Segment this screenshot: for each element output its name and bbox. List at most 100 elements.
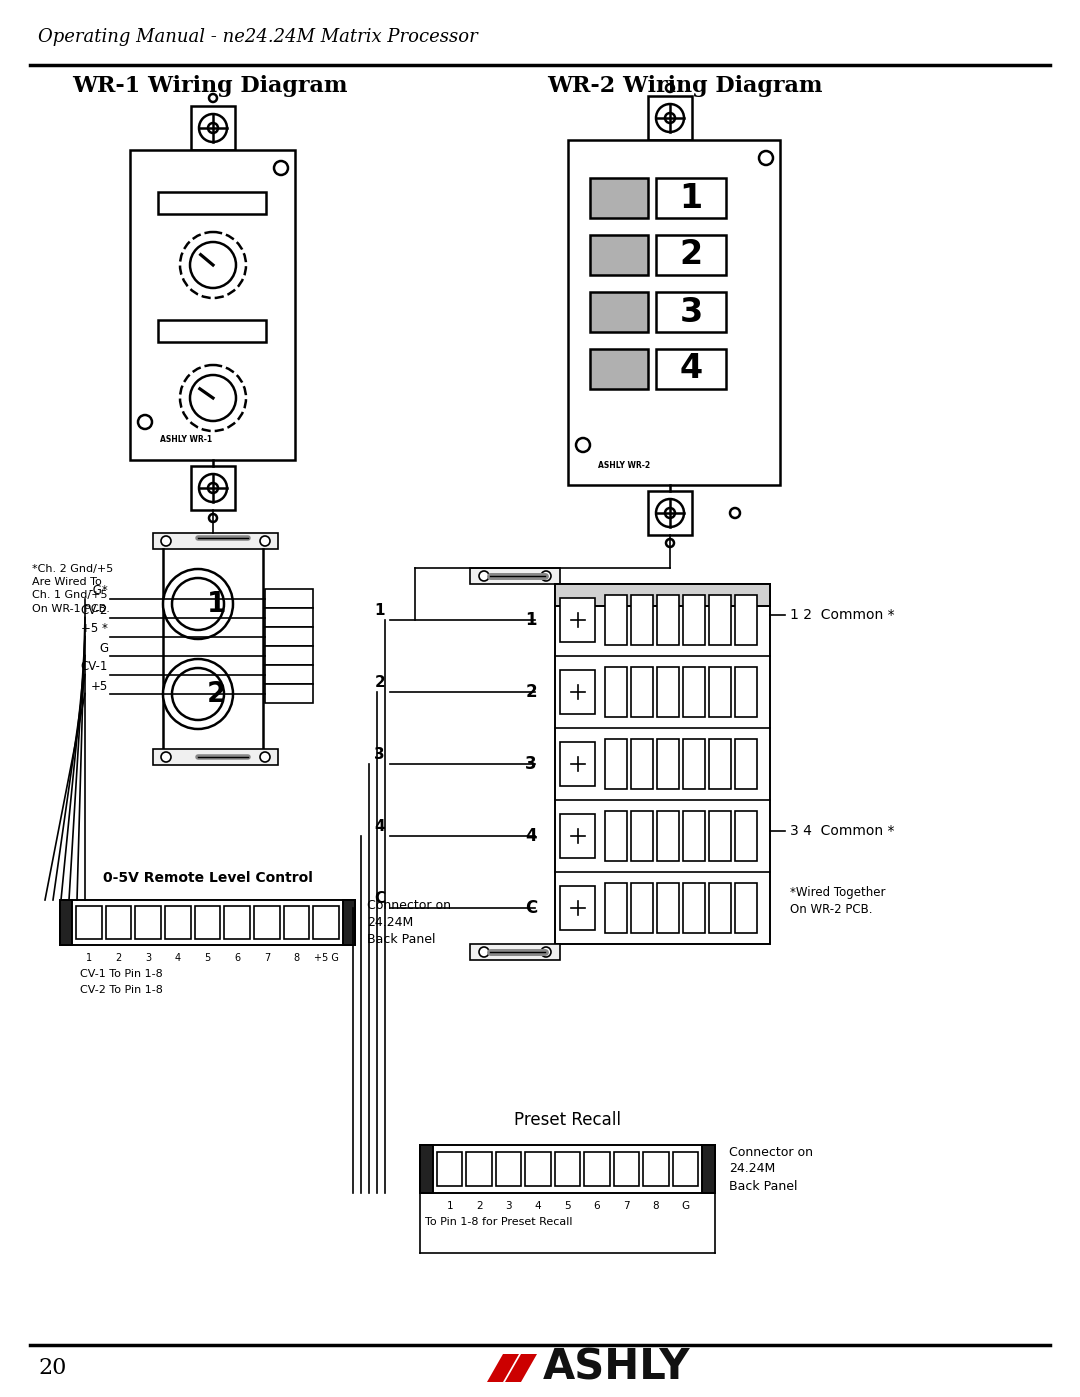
Polygon shape [487, 1354, 519, 1382]
Text: +5 G: +5 G [313, 953, 339, 963]
Circle shape [541, 947, 551, 957]
Bar [735, 666, 757, 717]
Text: C: C [525, 900, 537, 916]
Circle shape [656, 499, 684, 527]
Bar [605, 883, 627, 933]
Text: 3: 3 [525, 754, 537, 773]
Text: To Pin 1-8 for Preset Recall: To Pin 1-8 for Preset Recall [426, 1217, 572, 1227]
Bar [648, 96, 692, 140]
Text: 0-5V Remote Level Control: 0-5V Remote Level Control [103, 870, 312, 886]
Text: 5: 5 [204, 953, 211, 963]
Text: 1: 1 [446, 1201, 453, 1211]
Bar [683, 810, 705, 861]
Circle shape [172, 578, 224, 630]
Bar [467, 1153, 491, 1186]
Circle shape [210, 514, 217, 522]
Text: C: C [374, 891, 384, 907]
Text: *Ch. 2 Gnd/+5
Are Wired To
Ch. 1 Gnd/+5
On WR-1 PCB.: *Ch. 2 Gnd/+5 Are Wired To Ch. 1 Gnd/+5 … [32, 564, 113, 613]
Polygon shape [505, 1354, 537, 1382]
Text: 2: 2 [679, 239, 703, 271]
Circle shape [665, 509, 675, 518]
Text: 6: 6 [594, 1201, 600, 1211]
Circle shape [138, 415, 152, 429]
Bar [76, 907, 102, 939]
Text: Connector on
24.24M
Back Panel: Connector on 24.24M Back Panel [367, 900, 451, 946]
Circle shape [274, 161, 288, 175]
Bar [568, 140, 780, 485]
Bar [225, 907, 249, 939]
Bar [194, 907, 220, 939]
Bar [561, 742, 595, 785]
Bar [708, 739, 731, 789]
Text: ASHLY: ASHLY [543, 1347, 690, 1389]
Bar [420, 1146, 715, 1193]
Text: G: G [681, 1201, 689, 1211]
Circle shape [208, 483, 218, 493]
Bar [191, 106, 235, 149]
Bar [265, 590, 313, 608]
Circle shape [208, 123, 218, 133]
Circle shape [480, 947, 489, 957]
Bar [708, 810, 731, 861]
Text: G: G [99, 641, 108, 655]
Bar [683, 883, 705, 933]
Text: Preset Recall: Preset Recall [514, 1111, 621, 1129]
Circle shape [730, 509, 740, 518]
Bar [702, 1146, 715, 1193]
Bar [683, 595, 705, 645]
Circle shape [199, 474, 227, 502]
Bar [165, 907, 191, 939]
Text: 2: 2 [525, 683, 537, 701]
Text: 20: 20 [38, 1356, 66, 1379]
Bar [656, 235, 726, 275]
Circle shape [210, 94, 217, 102]
Circle shape [172, 668, 224, 719]
Text: 4: 4 [175, 953, 180, 963]
Circle shape [161, 752, 171, 761]
Text: 2: 2 [476, 1201, 483, 1211]
Bar [590, 235, 648, 275]
Text: 7: 7 [623, 1201, 630, 1211]
Bar [420, 1146, 433, 1193]
Bar [153, 534, 278, 549]
Bar [60, 900, 72, 944]
Bar [265, 608, 313, 627]
Circle shape [180, 365, 246, 432]
Bar [158, 320, 266, 342]
Text: 4: 4 [679, 352, 703, 386]
Bar [561, 887, 595, 929]
Text: Connector on
24.24M
Back Panel: Connector on 24.24M Back Panel [729, 1146, 813, 1193]
Bar [158, 191, 266, 214]
Text: 3: 3 [679, 296, 703, 328]
Text: 5: 5 [564, 1201, 571, 1211]
Bar [130, 149, 295, 460]
Circle shape [161, 536, 171, 546]
Bar [605, 739, 627, 789]
Text: 3: 3 [145, 953, 151, 963]
Bar [265, 645, 313, 665]
Circle shape [666, 539, 674, 548]
Bar [683, 739, 705, 789]
Bar [343, 900, 355, 944]
Text: *Wired Together
On WR-2 PCB.: *Wired Together On WR-2 PCB. [789, 887, 886, 916]
Bar [265, 627, 313, 645]
Bar [708, 595, 731, 645]
Circle shape [180, 232, 246, 298]
Circle shape [260, 752, 270, 761]
Bar [561, 814, 595, 858]
Text: Operating Manual - ne24.24M Matrix Processor: Operating Manual - ne24.24M Matrix Proce… [38, 28, 477, 46]
Bar [605, 810, 627, 861]
Bar [590, 292, 648, 332]
Bar [605, 595, 627, 645]
Bar [590, 349, 648, 388]
Text: 8: 8 [294, 953, 299, 963]
Text: 1: 1 [85, 953, 92, 963]
Bar [561, 598, 595, 641]
Circle shape [163, 659, 233, 729]
Bar [631, 666, 653, 717]
Circle shape [260, 536, 270, 546]
Bar [656, 349, 726, 388]
Bar [735, 595, 757, 645]
Bar [561, 671, 595, 714]
Text: 2: 2 [206, 680, 226, 708]
